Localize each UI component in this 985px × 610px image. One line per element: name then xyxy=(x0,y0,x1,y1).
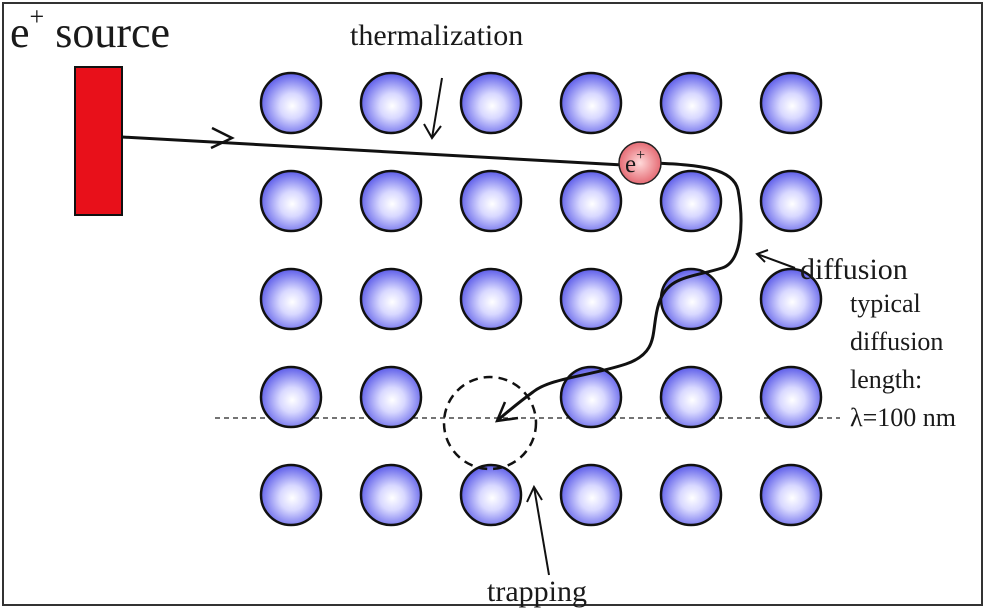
source-title: e+ source xyxy=(10,2,170,57)
lattice-atom xyxy=(659,71,723,135)
thermalization-arrowhead-icon xyxy=(423,123,442,140)
lattice-atom xyxy=(559,169,623,233)
lattice-atom xyxy=(759,71,823,135)
lattice-atom xyxy=(559,71,623,135)
trapping-label: trapping xyxy=(487,575,587,608)
trapping-pointer xyxy=(533,486,550,576)
lattice-atom xyxy=(659,365,723,429)
lattice-atom xyxy=(359,463,423,527)
lattice-atom xyxy=(759,463,823,527)
lattice-atom xyxy=(359,365,423,429)
lattice-atom xyxy=(459,71,523,135)
lattice-atom xyxy=(259,267,323,331)
diffusion-arrowhead-icon xyxy=(494,401,519,423)
lattice-atom xyxy=(259,71,323,135)
lattice-atom xyxy=(559,463,623,527)
lattice-atom xyxy=(559,267,623,331)
lattice-atom xyxy=(459,463,523,527)
positron-source-block xyxy=(74,66,123,216)
vacancy-dashed-circle-icon xyxy=(442,375,538,471)
positron-label: e+ xyxy=(625,147,645,178)
trapping-arrowhead-icon xyxy=(526,484,543,503)
lattice-atom xyxy=(559,365,623,429)
lattice-atom xyxy=(659,463,723,527)
lattice-atom xyxy=(459,169,523,233)
diffusion-length-note: typical diffusion length: λ=100 nm xyxy=(850,289,956,432)
positron-particle xyxy=(618,141,662,185)
lattice-atom xyxy=(259,463,323,527)
lattice-atom xyxy=(459,267,523,331)
lattice-atom xyxy=(759,267,823,331)
length-line-1: typical xyxy=(850,289,921,318)
diffusion-label: diffusion xyxy=(800,253,908,286)
lattice-atom xyxy=(359,267,423,331)
lattice-atom xyxy=(659,267,723,331)
diffusion-pointer xyxy=(756,253,796,269)
atom-lattice xyxy=(259,71,823,527)
lattice-atom xyxy=(359,169,423,233)
thermalization-pointer xyxy=(431,77,443,139)
lattice-atom xyxy=(659,169,723,233)
length-line-3: length: xyxy=(850,365,922,394)
lattice-atom xyxy=(259,365,323,429)
lattice-atom xyxy=(759,365,823,429)
diffusion-pointer-arrowhead-icon xyxy=(755,249,769,263)
thermalization-label: thermalization xyxy=(350,19,523,52)
lattice-atom xyxy=(359,71,423,135)
lattice-atom xyxy=(759,169,823,233)
length-line-2: diffusion xyxy=(850,327,943,356)
incoming-trajectory xyxy=(121,135,624,167)
trajectory-arrowhead-icon xyxy=(210,126,235,150)
lattice-atom xyxy=(259,169,323,233)
length-line-4: λ=100 nm xyxy=(850,403,956,432)
diffusion-path xyxy=(497,161,743,422)
